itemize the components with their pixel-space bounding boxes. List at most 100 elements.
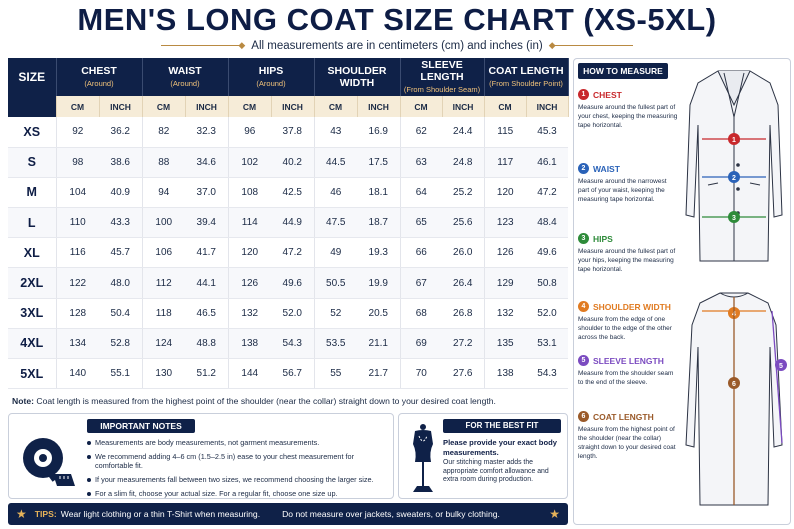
cm-cell: 110 [55,207,99,239]
best-fit-box: FOR THE BEST FIT Please provide your exa… [398,413,568,499]
cm-cell: 64 [399,177,442,209]
inch-cell: 54.3 [271,328,314,360]
cm-cell: 116 [55,237,99,269]
unit-cm: CM [142,96,186,117]
cm-cell: 70 [399,358,442,390]
chest-marker [728,133,740,145]
inch-cell: 41.7 [185,237,228,269]
table-row: 3XL 128 50.4 118 46.5 132 52.0 52 20.5 68 26.8 132 5… [8,298,569,329]
right-ornament: ◆ [549,40,633,50]
cm-cell: 120 [483,177,527,209]
note-item-text: If your measurements fall between two si… [95,475,374,484]
step-number: 1 [578,89,589,100]
size-cell: 4XL [8,328,56,360]
waist-header-label: WAIST [168,64,202,77]
inch-cell: 46.5 [185,298,228,329]
cm-cell: 62 [399,117,442,148]
cm-cell: 128 [55,298,99,329]
unit-cm: CM [400,96,443,117]
inch-cell: 39.4 [185,207,228,239]
note-label: Note: [12,396,34,406]
cm-cell: 106 [141,237,185,269]
svg-text:1: 1 [732,137,736,144]
cm-cell: 132 [483,298,527,329]
step-number: 5 [578,355,589,366]
inch-cell: 37.0 [185,177,228,209]
cm-cell: 98 [55,147,99,178]
size-cell: 5XL [8,358,56,390]
table-row: M 104 40.9 94 37.0 108 42.5 46 18.1 64 25.2 120 47.2 [8,177,569,209]
inch-cell: 53.1 [526,328,569,360]
inch-cell: 25.2 [442,177,485,209]
inch-cell: 49.6 [526,237,569,269]
size-cell: S [8,147,56,178]
inch-cell: 18.7 [357,207,400,239]
inch-cell: 26.8 [442,298,485,329]
unit-blank [8,96,57,117]
tips-label: TIPS: [34,509,57,519]
unit-row: CM INCH CM INCH CM INCH CM INCH CM INCH CM INC… [8,96,569,117]
chest-header-label: CHEST [81,64,117,77]
size-cell: M [8,177,56,209]
inch-cell: 55.1 [99,358,142,390]
cm-cell: 104 [55,177,99,209]
inch-cell: 47.2 [526,177,569,209]
step-sleeve-length: 5 SLEEVE LENGTH Measure from the shoulder… [578,355,678,387]
note-item-text: We recommend adding 4–6 cm (1.5–2.5 in) … [95,452,355,470]
inch-cell: 43.3 [99,207,142,239]
cm-cell: 134 [55,328,99,360]
cm-cell: 124 [141,328,185,360]
dress-form-icon [413,424,433,492]
cm-cell: 108 [227,177,271,209]
header-row: SIZE CHEST (Around) WAIST (Around) HIPS (Ar… [8,58,569,96]
tips-text-1: Wear light clothing or a thin T-Shirt wh… [60,509,261,519]
sleeve-header-sub: (From Shoulder Seam) [403,84,481,94]
unit-cm: CM [484,96,527,117]
inch-cell: 45.7 [99,237,142,269]
inch-cell: 46.1 [526,147,569,178]
size-cell: 3XL [8,298,56,329]
svg-text:5: 5 [779,363,783,370]
inch-cell: 34.6 [185,147,228,178]
cm-cell: 47.5 [313,207,357,239]
step-label: SHOULDER WIDTH [593,301,671,312]
unit-cm: CM [228,96,272,117]
cm-cell: 94 [141,177,185,209]
cm-cell: 132 [227,298,271,329]
waist-header: WAIST (Around) [142,58,229,96]
cm-cell: 46 [313,177,357,209]
important-notes-list: Measurements are body measurements, not … [87,438,392,503]
cm-cell: 50.5 [313,267,357,299]
step-number: 6 [578,411,589,422]
cm-cell: 122 [55,267,99,299]
table-row: L 110 43.3 100 39.4 114 44.9 47.5 18.7 65 25.6 123 4… [8,207,569,239]
size-header: SIZE [8,58,57,96]
how-to-measure-title: HOW TO MEASURE [578,63,668,79]
inch-cell: 48.0 [99,267,142,299]
inch-cell: 37.8 [271,117,314,148]
chest-header-sub: (Around) [84,78,114,88]
bullet [87,454,91,459]
note-text: Coat length is measured from the highest… [36,396,496,406]
list-item: We recommend adding 4–6 cm (1.5–2.5 in) … [87,452,392,470]
cm-cell: 67 [399,267,442,299]
unit-cm: CM [56,96,100,117]
best-fit-title: FOR THE BEST FIT [443,419,561,433]
cm-cell: 102 [227,147,271,178]
waist-marker [728,171,740,183]
inch-cell: 27.6 [442,358,485,390]
step-hips: 3 HIPS Measure around the fullest part of… [578,233,678,274]
inch-cell: 50.8 [526,267,569,299]
cm-cell: 92 [55,117,99,148]
cm-cell: 82 [141,117,185,148]
hips-header: HIPS (Around) [228,58,315,96]
bullet [87,440,91,445]
cm-cell: 49 [313,237,357,269]
inch-cell: 42.5 [271,177,314,209]
table-row: S 98 38.6 88 34.6 102 40.2 44.5 17.5 63 24.8 117 46.… [8,147,569,178]
size-cell: XL [8,237,56,269]
inch-cell: 19.9 [357,267,400,299]
hips-header-label: HIPS [258,64,284,77]
inch-cell: 21.1 [357,328,400,360]
hips-header-sub: (Around) [256,78,286,88]
